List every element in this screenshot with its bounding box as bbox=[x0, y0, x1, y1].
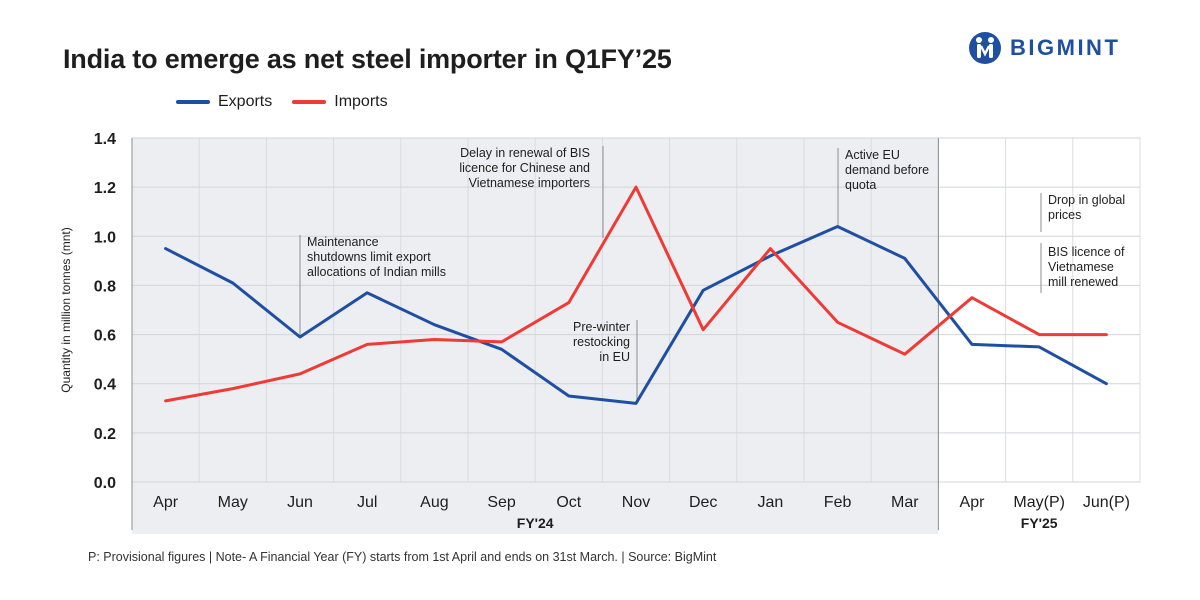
x-tick-label: Apr bbox=[960, 494, 986, 511]
x-tick-label: Sep bbox=[487, 494, 516, 511]
x-tick-label: May(P) bbox=[1013, 494, 1065, 511]
y-tick-label: 0.8 bbox=[94, 278, 116, 295]
x-tick-label: Jun bbox=[287, 494, 313, 511]
brand-logo: BIGMINT bbox=[968, 30, 1120, 66]
annotation-text: allocations of Indian mills bbox=[307, 265, 446, 279]
annotation-text: quota bbox=[845, 178, 876, 192]
y-tick-label: 1.2 bbox=[94, 180, 116, 197]
fy-group-label: FY'24 bbox=[517, 515, 554, 531]
annotation-text: prices bbox=[1048, 208, 1081, 222]
x-tick-label: Nov bbox=[622, 494, 650, 511]
annotation-text: Maintenance bbox=[307, 235, 379, 249]
legend-label-imports: Imports bbox=[334, 93, 388, 110]
annotation-text: demand before bbox=[845, 163, 929, 177]
x-tick-label: May bbox=[218, 494, 248, 511]
annotation-text: Vietnamese bbox=[1048, 260, 1114, 274]
legend-label-exports: Exports bbox=[218, 93, 273, 110]
legend: Exports Imports bbox=[176, 93, 408, 111]
annotation-text: shutdowns limit export bbox=[307, 250, 431, 264]
legend-item-imports: Imports bbox=[292, 93, 388, 111]
annotation-text: Drop in global bbox=[1048, 193, 1125, 207]
y-tick-label: 1.4 bbox=[94, 131, 116, 148]
legend-item-exports: Exports bbox=[176, 93, 272, 111]
x-tick-label: Jun(P) bbox=[1083, 494, 1130, 511]
chart-title: India to emerge as net steel importer in… bbox=[63, 44, 672, 74]
x-tick-label: Apr bbox=[153, 494, 179, 511]
x-tick-label: Jan bbox=[758, 494, 784, 511]
brand-name: BIGMINT bbox=[1010, 35, 1121, 60]
y-tick-label: 1.0 bbox=[94, 229, 116, 246]
y-axis-label: Quantity in million tonnes (mnt) bbox=[59, 227, 73, 392]
y-tick-label: 0.6 bbox=[94, 328, 116, 345]
annotation-text: Vietnamese importers bbox=[469, 176, 590, 190]
legend-swatch-imports bbox=[292, 100, 327, 104]
y-tick-label: 0.0 bbox=[94, 475, 116, 492]
x-tick-label: Dec bbox=[689, 494, 717, 511]
annotation-text: Active EU bbox=[845, 148, 900, 162]
x-tick-label: Jul bbox=[357, 494, 377, 511]
annotation-text: licence for Chinese and bbox=[459, 161, 590, 175]
y-tick-label: 0.2 bbox=[94, 426, 116, 443]
y-tick-label: 0.4 bbox=[94, 377, 116, 394]
series-line-imports bbox=[164, 185, 1108, 403]
annotation-text: mill renewed bbox=[1048, 275, 1118, 289]
annotation-text: restocking bbox=[573, 335, 630, 349]
x-tick-label: Mar bbox=[891, 494, 919, 511]
x-tick-label: Aug bbox=[420, 494, 448, 511]
legend-swatch-exports bbox=[176, 100, 210, 104]
annotation-text: BIS licence of bbox=[1048, 245, 1125, 259]
annotation-text: in EU bbox=[599, 350, 630, 364]
fy-group-label: FY'25 bbox=[1021, 515, 1058, 531]
annotation-text: Delay in renewal of BIS bbox=[460, 146, 590, 160]
x-tick-label: Feb bbox=[824, 494, 852, 511]
x-tick-label: Oct bbox=[556, 494, 581, 511]
annotation-text: Pre-winter bbox=[573, 320, 630, 334]
footnote: P: Provisional figures | Note- A Financi… bbox=[88, 550, 717, 564]
bigmint-logo-icon bbox=[969, 32, 1001, 64]
